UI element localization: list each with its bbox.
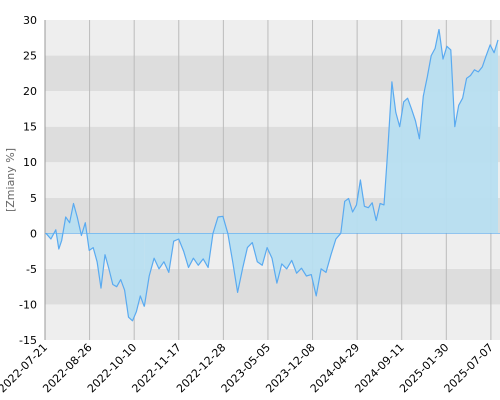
y-tick-label: -10: [19, 298, 37, 311]
area-segment: [144, 216, 243, 307]
area-segment: [340, 29, 439, 234]
x-tick-labels: 2022-07-212022-08-262022-10-102022-11-17…: [0, 341, 496, 395]
series-path: [143, 215, 244, 307]
y-tick-label: 10: [23, 156, 37, 169]
area-fill: [46, 29, 498, 321]
series-path: [45, 202, 145, 322]
series-path: [241, 232, 342, 297]
y-band: [45, 20, 500, 56]
y-axis-title: [Zmiany %]: [4, 148, 17, 212]
y-tick-label: -15: [19, 334, 37, 347]
series-path: [438, 29, 499, 128]
y-tick-label: 0: [30, 227, 37, 240]
y-tick-labels: -15 -10 -5 0 5 10 15 20 25 30: [19, 14, 37, 347]
y-tick-label: 15: [23, 121, 37, 134]
area-segment: [242, 233, 341, 296]
y-tick-label: 5: [30, 192, 37, 205]
y-tick-label: 25: [23, 50, 37, 63]
y-tick-label: 20: [23, 85, 37, 98]
y-tick-label: -5: [26, 263, 37, 276]
area-segment: [439, 29, 498, 234]
series-path: [340, 29, 440, 234]
series-line: [45, 29, 499, 322]
y-tick-label: 30: [23, 14, 37, 27]
area-segment: [46, 203, 145, 321]
y-band: [45, 304, 500, 340]
y-band: [45, 55, 500, 92]
